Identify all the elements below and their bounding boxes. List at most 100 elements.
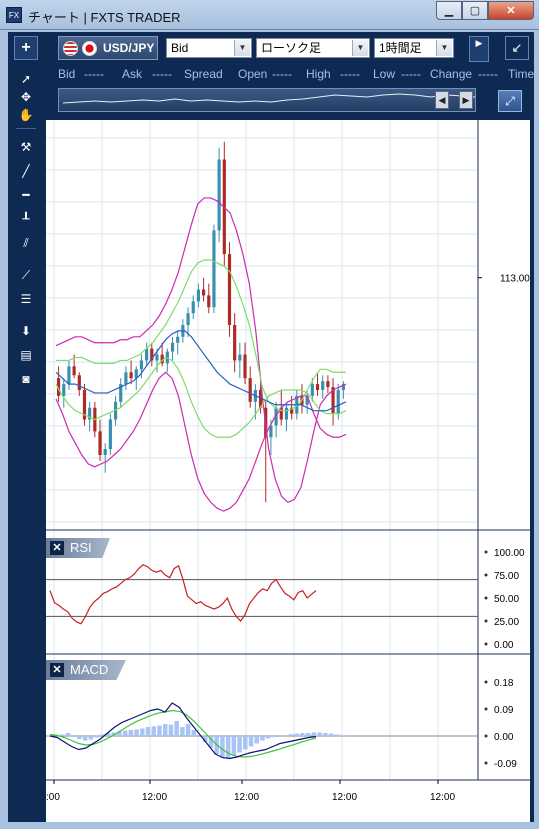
macd-histogram-bar: [174, 721, 179, 736]
candle: [207, 295, 211, 308]
cursor-icon[interactable]: ➚: [20, 72, 32, 86]
close-button[interactable]: ✕: [488, 1, 534, 20]
macd-histogram-bar: [168, 724, 174, 736]
macd-tick-label: 0.00: [494, 732, 514, 743]
macd-tick: [484, 680, 488, 684]
us-flag-icon: [63, 41, 78, 56]
ask-value: -----: [152, 67, 172, 81]
macd-tick: [484, 734, 488, 738]
overview-sparkline[interactable]: ◀ ▶: [58, 88, 476, 112]
high-label: High: [306, 67, 331, 81]
macd-histogram-bar: [111, 732, 116, 736]
macd-histogram-bar: [94, 736, 99, 738]
detach-chart-button[interactable]: ↙: [505, 36, 529, 60]
rsi-tick-label: 25.00: [494, 617, 519, 628]
rsi-tick: [484, 596, 488, 600]
fibonacci-fan-icon[interactable]: ⟋: [21, 268, 31, 282]
expand-chart-button[interactable]: ⤢: [498, 90, 522, 112]
chart-window: + USD/JPY Bid ▼ ローソク足 ▼ 1時間足 ▼ ▶ ↙ Bid -…: [8, 32, 534, 822]
candle: [98, 431, 102, 455]
app-icon: FX: [6, 7, 22, 23]
rsi-tick-label: 100.00: [494, 548, 525, 559]
add-chart-button[interactable]: +: [14, 36, 38, 60]
ask-label: Ask: [122, 67, 143, 81]
sparkline-prev-button[interactable]: ◀: [435, 91, 449, 109]
candle: [150, 348, 154, 361]
candle: [108, 419, 112, 450]
time-tick-label: 12:00: [332, 792, 357, 803]
macd-histogram-bar: [260, 736, 265, 741]
price-type-select[interactable]: Bid ▼: [166, 38, 252, 58]
time-tick-label: 12:00: [142, 792, 167, 803]
candle: [176, 336, 180, 343]
crosshair-icon[interactable]: ✥: [20, 90, 32, 104]
macd-indicator-label: ✕ MACD: [46, 660, 126, 680]
chevron-down-icon: ▼: [352, 40, 368, 56]
maximize-button[interactable]: ▢: [462, 1, 488, 20]
parallel-lines-icon[interactable]: ⫽: [23, 236, 29, 250]
high-value: -----: [340, 67, 360, 81]
candle: [274, 407, 278, 426]
close-icon[interactable]: ✕: [50, 663, 64, 677]
fibonacci-retracement-icon[interactable]: ☰: [20, 292, 32, 306]
candle: [170, 342, 175, 352]
candle: [331, 387, 335, 414]
symbol-button[interactable]: USD/JPY: [58, 36, 158, 60]
macd-histogram-bar: [328, 733, 334, 736]
candle: [284, 407, 289, 420]
candle: [165, 351, 169, 364]
window-frame: + USD/JPY Bid ▼ ローソク足 ▼ 1時間足 ▼ ▶ ↙ Bid -…: [0, 30, 539, 829]
candle: [139, 360, 144, 370]
macd-histogram-bar: [65, 733, 71, 736]
macd-histogram-bar: [220, 736, 225, 757]
hand-icon[interactable]: ✋: [18, 108, 34, 122]
candle: [248, 378, 252, 402]
macd-tick-label: -0.09: [494, 759, 517, 770]
open-label: Open: [238, 67, 268, 81]
horizontal-line-icon[interactable]: ━: [22, 188, 30, 202]
macd-histogram-bar: [128, 730, 134, 736]
timeframe-value: 1時間足: [379, 41, 422, 55]
side-panel-toggle[interactable]: ▶: [469, 36, 489, 62]
candle: [72, 366, 76, 376]
vertical-line-icon[interactable]: ┸: [22, 212, 30, 226]
candle: [310, 384, 314, 396]
magic-wand-icon[interactable]: ⚒: [20, 140, 32, 154]
rsi-tick: [484, 642, 488, 646]
macd-histogram-bar: [340, 735, 345, 737]
bb-upper-inner-line: [56, 259, 346, 412]
macd-tick-label: 0.18: [494, 678, 514, 689]
chart-panel[interactable]: 113.000 100.00 75.00 50.00 25.00 0.00 0.18 0.09…: [46, 120, 530, 822]
candle: [196, 289, 201, 302]
sparkline-next-button[interactable]: ▶: [459, 91, 473, 109]
window-titlebar: FX チャート | FXTS TRADER ▁ ▢ ✕: [0, 0, 539, 30]
chart-type-select[interactable]: ローソク足 ▼: [256, 38, 370, 58]
macd-histogram-bar: [77, 736, 82, 739]
macd-histogram-bar: [265, 736, 271, 739]
macd-histogram-bar: [82, 736, 88, 741]
tool-separator: [16, 128, 36, 129]
camera-icon[interactable]: ◙: [22, 372, 30, 386]
candle: [279, 407, 283, 420]
rsi-tick-label: 50.00: [494, 594, 519, 605]
bb-lower-inner-line: [55, 356, 347, 438]
candle: [341, 384, 346, 390]
macd-histogram-bar: [311, 732, 317, 736]
sparkline-svg: [62, 93, 476, 104]
candle: [186, 313, 190, 325]
candle: [134, 369, 138, 379]
chart-svg[interactable]: 113.000 100.00 75.00 50.00 25.00 0.00 0.18 0.09…: [46, 120, 530, 822]
macd-histogram-bar: [323, 733, 328, 736]
macd-histogram-bar: [225, 736, 231, 759]
macd-histogram-bar: [283, 735, 288, 737]
minimize-button[interactable]: ▁: [436, 1, 462, 20]
list-icon[interactable]: ▤: [20, 348, 32, 362]
candle: [113, 401, 118, 420]
rsi-tick-label: 75.00: [494, 571, 519, 582]
close-icon[interactable]: ✕: [50, 541, 64, 555]
timeframe-select[interactable]: 1時間足 ▼: [374, 38, 454, 58]
trend-line-icon[interactable]: ╱: [22, 164, 30, 178]
macd-histogram-bar: [105, 733, 111, 736]
time-tick-label: 12:00: [234, 792, 259, 803]
download-icon[interactable]: ⬇: [20, 324, 32, 338]
